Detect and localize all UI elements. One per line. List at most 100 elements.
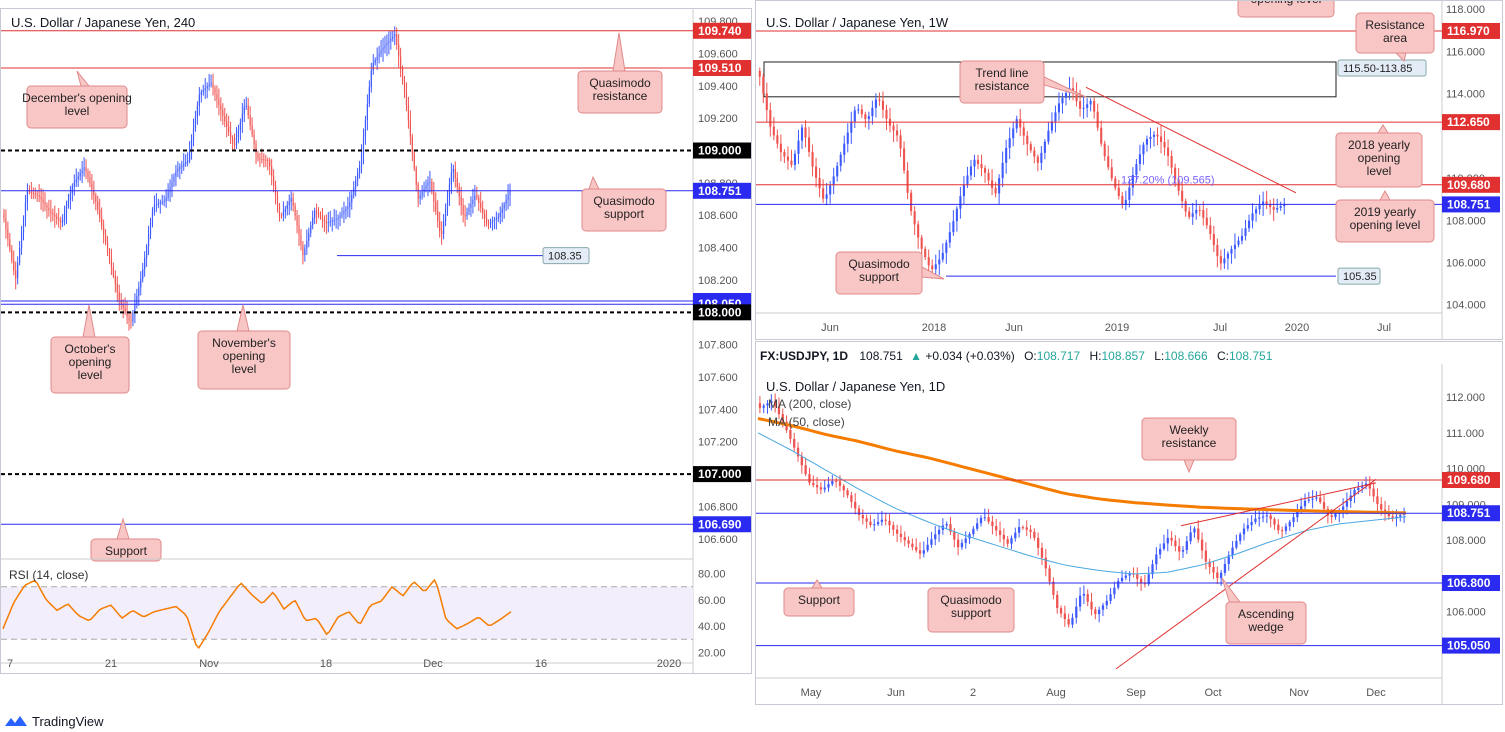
h4-candle — [132, 312, 134, 322]
daily-candle — [1353, 490, 1356, 496]
weekly-x-tick-label: Jun — [1005, 322, 1023, 334]
daily-candle — [1399, 514, 1402, 517]
weekly-qm-support-callout-text: support — [859, 270, 900, 284]
daily-candle — [876, 521, 880, 525]
weekly-candle — [1110, 167, 1113, 179]
h4-candle — [89, 177, 91, 184]
h4-candle — [32, 192, 34, 194]
h4-nov-open-callout-text: opening — [223, 349, 266, 363]
weekly-trendline-callout-callout — [959, 60, 1045, 104]
h4-candle — [400, 56, 402, 69]
weekly-candle — [899, 135, 902, 149]
weekly-candle — [1015, 119, 1018, 129]
h4-candle — [271, 166, 273, 177]
weekly-candle — [1265, 201, 1268, 205]
h4-candle — [81, 170, 83, 174]
h4-level-tag — [693, 60, 751, 77]
daily-candle — [1098, 609, 1101, 615]
h4-level-tag — [693, 182, 751, 199]
weekly-candle — [1269, 204, 1272, 208]
h4-candle — [77, 176, 79, 180]
daily-candle — [1006, 539, 1009, 544]
daily-candle — [918, 550, 922, 554]
daily-level-tag — [1442, 472, 1500, 489]
h4-qm-resistance-callout-text: Quasimodo — [589, 76, 651, 90]
h4-x-tick-label: 16 — [535, 658, 547, 670]
daily-candle — [1208, 561, 1211, 568]
daily-candle — [1376, 496, 1379, 505]
daily-candle — [823, 487, 826, 490]
h4-nov-open-callout-text: level — [232, 362, 257, 376]
h4-candle — [44, 202, 46, 206]
weekly-candle — [1149, 136, 1152, 139]
weekly-2018-open-callout-text: level — [1367, 164, 1392, 178]
daily-candle — [911, 543, 914, 547]
weekly-candle — [924, 248, 927, 258]
h4-candle — [204, 88, 206, 91]
daily-candle — [960, 542, 964, 548]
h4-candle — [65, 206, 68, 213]
weekly-candle — [846, 132, 849, 144]
h4-rsi-label: RSI (14, close) — [9, 568, 88, 582]
h4-candle — [347, 206, 349, 210]
h4-candle — [474, 195, 476, 200]
daily-candle — [979, 517, 983, 524]
weekly-candle — [1114, 178, 1117, 188]
weekly-candle — [1255, 209, 1258, 214]
weekly-candle — [800, 127, 804, 141]
h4-candle — [482, 208, 484, 214]
weekly-candle — [1012, 128, 1015, 139]
h4-candle — [431, 181, 433, 192]
h4-candle — [167, 192, 169, 198]
daily-candle — [796, 447, 800, 457]
h4-candle — [202, 90, 204, 93]
weekly-candle — [1043, 141, 1046, 153]
weekly-candle — [874, 99, 877, 108]
h4-candle — [210, 82, 212, 85]
daily-candle — [1330, 515, 1333, 517]
h4-candle — [319, 214, 322, 218]
h4-candle — [325, 221, 327, 224]
footer-brand[interactable]: TradingView — [32, 713, 104, 729]
daily-candle — [926, 544, 929, 551]
h4-candle — [421, 192, 423, 196]
daily-support-callout — [783, 587, 855, 617]
weekly-candle — [941, 252, 944, 260]
h4-candle — [308, 232, 310, 241]
weekly-candle — [983, 168, 987, 173]
weekly-level-tag — [1442, 176, 1500, 193]
h4-candle — [190, 139, 193, 152]
h4-candle — [278, 205, 281, 216]
weekly-candle — [948, 232, 951, 243]
h4-candle — [136, 295, 138, 305]
h4-candle — [226, 121, 228, 127]
h4-candle — [231, 137, 234, 144]
weekly-chart[interactable]: U.S. Dollar / Japanese Yen, 1W 118.000 11… — [756, 0, 1502, 339]
h4-candle — [235, 137, 238, 146]
h4-candle — [439, 221, 441, 232]
h4-candle — [239, 122, 241, 130]
h4-candle — [276, 195, 279, 206]
weekly-chart-panel[interactable]: U.S. Dollar / Japanese Yen, 1W 118.000 11… — [755, 0, 1503, 340]
h4-candle — [304, 248, 306, 256]
weekly-candle — [917, 224, 920, 238]
daily-candle — [903, 537, 906, 541]
daily-candle — [1227, 555, 1230, 565]
daily-chart[interactable]: FX:USDJPY, 1D 108.751 ▲ +0.034 (+0.03%) … — [756, 342, 1502, 704]
h4-candle — [317, 212, 320, 215]
h4-level-label: 106.690 — [698, 517, 742, 531]
weekly-x-tick-label: Jul — [1377, 322, 1391, 334]
h4-candle — [116, 284, 118, 293]
h4-chart[interactable]: U.S. Dollar / Japanese Yen, 240 109.8001… — [1, 9, 751, 673]
daily-candle — [1280, 530, 1284, 532]
weekly-candle — [934, 264, 937, 270]
daily-chart-panel[interactable]: FX:USDJPY, 1D 108.751 ▲ +0.034 (+0.03%) … — [755, 341, 1503, 705]
h4-level-tag — [693, 22, 751, 39]
daily-candle — [1387, 512, 1390, 517]
h4-chart-panel[interactable]: U.S. Dollar / Japanese Yen, 240 109.800 1… — [0, 8, 752, 674]
weekly-candle — [804, 127, 807, 138]
daily-level-label: 106.800 — [1447, 576, 1491, 590]
weekly-candle — [1279, 206, 1282, 208]
h4-candle — [67, 199, 70, 207]
h4-candle — [19, 248, 21, 264]
